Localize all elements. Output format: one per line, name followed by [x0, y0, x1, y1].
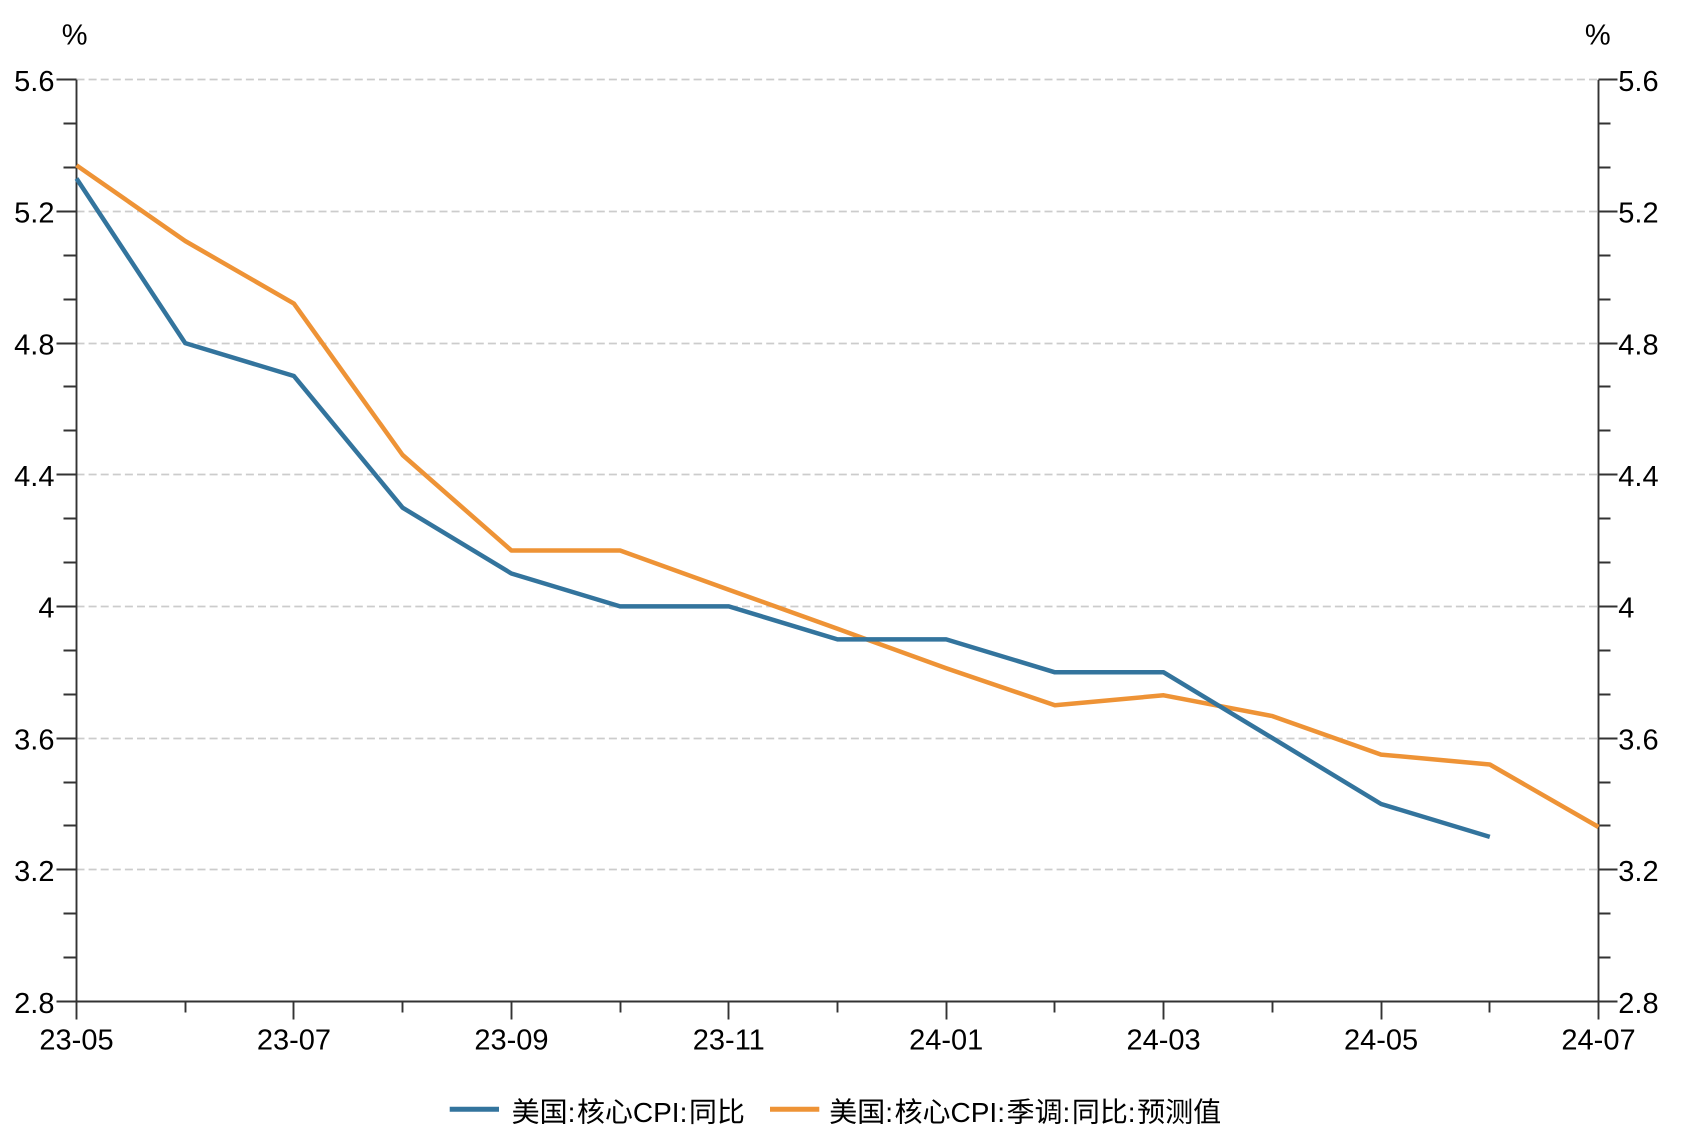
svg-text:4.4: 4.4 [14, 461, 54, 493]
svg-text::: : [1128, 1097, 1136, 1128]
svg-text:3.2: 3.2 [14, 856, 54, 888]
svg-text:23-09: 23-09 [474, 1025, 548, 1057]
svg-text:%: % [1585, 19, 1611, 51]
svg-text:5.6: 5.6 [14, 66, 54, 98]
svg-text:3.6: 3.6 [1618, 724, 1658, 756]
svg-text:4.4: 4.4 [1618, 461, 1658, 493]
svg-text:CPI: CPI [951, 1097, 998, 1128]
svg-text:23-11: 23-11 [693, 1025, 765, 1057]
svg-text:24-05: 24-05 [1344, 1025, 1418, 1057]
svg-text:CPI: CPI [633, 1097, 680, 1128]
svg-text::: : [1063, 1097, 1071, 1128]
svg-text::: : [568, 1097, 576, 1128]
svg-text:%: % [62, 19, 88, 51]
svg-text:4.8: 4.8 [1618, 329, 1658, 361]
svg-text:2.8: 2.8 [1618, 988, 1658, 1020]
svg-text:5.6: 5.6 [1618, 66, 1658, 98]
svg-text:4: 4 [1618, 593, 1634, 625]
svg-text::: : [680, 1097, 688, 1128]
svg-text:2.8: 2.8 [14, 988, 54, 1020]
svg-text:5.2: 5.2 [1618, 198, 1658, 230]
svg-text:3.2: 3.2 [1618, 856, 1658, 888]
svg-text:4.8: 4.8 [14, 329, 54, 361]
svg-text:23-07: 23-07 [257, 1025, 331, 1057]
svg-text:24-07: 24-07 [1561, 1025, 1635, 1057]
svg-text::: : [997, 1097, 1005, 1128]
svg-text:23-05: 23-05 [39, 1025, 113, 1057]
svg-text:5.2: 5.2 [14, 198, 54, 230]
svg-text:4: 4 [38, 593, 54, 625]
svg-text::: : [885, 1097, 893, 1128]
svg-text:24-03: 24-03 [1127, 1025, 1201, 1057]
svg-text:24-01: 24-01 [909, 1025, 983, 1057]
svg-text:3.6: 3.6 [14, 724, 54, 756]
